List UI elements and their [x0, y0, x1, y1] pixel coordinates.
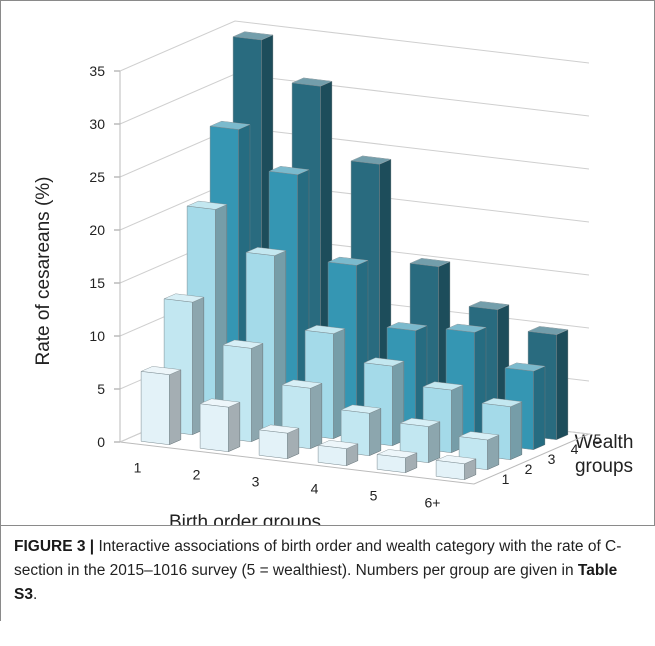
y-axis-title: Rate of cesareans (%): [33, 176, 54, 365]
bar-top-shade: [364, 357, 404, 367]
bar-side-shade: [510, 401, 522, 460]
x-tick-label: 5: [370, 488, 378, 504]
y-tick-label: 30: [89, 116, 105, 132]
bar-top-shade: [505, 362, 545, 372]
z-tick-label: 4: [571, 441, 579, 457]
bar-front: [435, 460, 465, 480]
bar-top-shade: [318, 440, 358, 449]
bar-top-shade: [387, 322, 427, 331]
bar-top-shade: [459, 431, 499, 440]
bar-side-shade: [251, 343, 263, 442]
bar-side-shade: [556, 329, 568, 440]
z-tick-label: 3: [548, 451, 556, 467]
bar-side-shade: [310, 383, 322, 449]
y-tick-label: 35: [89, 63, 105, 79]
bar-top-shade: [528, 326, 568, 335]
caption-text: Interactive associations of birth order …: [14, 538, 622, 579]
bar-front: [140, 371, 170, 445]
bar-top-shade: [341, 404, 381, 414]
bar-side-shade: [169, 369, 181, 445]
y-tick-label: 25: [89, 169, 105, 185]
bar: [458, 431, 500, 471]
bar-side-shade: [428, 421, 440, 463]
bar-top-shade: [282, 379, 322, 389]
grid-line: [119, 20, 590, 72]
bar: [435, 455, 477, 481]
bar-top-shade: [292, 77, 332, 87]
bar-side-shade: [369, 408, 381, 456]
bar-top-shade: [469, 301, 509, 310]
x-tick-label: 2: [193, 467, 201, 483]
y-tick-label: 20: [89, 222, 105, 238]
x-tick-label: 3: [252, 474, 260, 490]
bar-top-shade: [200, 398, 240, 408]
z-tick-label: 2: [525, 461, 533, 477]
bar-top-shade: [141, 366, 181, 375]
z-tick-label: 1: [502, 471, 510, 487]
caption-end: .: [32, 586, 38, 603]
bar: [140, 366, 182, 446]
bar-top-shade: [328, 257, 368, 266]
bar-side-shade: [287, 428, 299, 459]
bar-side-shade: [228, 402, 240, 452]
bar-top-shade: [351, 155, 391, 165]
bar-side-shade: [405, 452, 417, 473]
bar-top-shade: [446, 324, 486, 333]
bar: [317, 440, 359, 467]
caption-label: FIGURE 3 |: [14, 538, 95, 555]
bar-side-shade: [451, 385, 463, 453]
bar-top-shade: [482, 398, 522, 407]
caption-ref: Table S3: [14, 562, 618, 603]
bar-top-shade: [377, 449, 417, 458]
x-tick-label: 4: [311, 481, 319, 497]
grid-line: [119, 73, 590, 125]
bar: [481, 398, 523, 461]
bar-top-shade: [164, 293, 204, 303]
x-tick-label: 6+: [425, 495, 441, 511]
z-tick-label: 5: [594, 431, 602, 447]
caption: FIGURE 3 | Interactive associations of b…: [0, 525, 654, 621]
bar-top-shade: [187, 201, 227, 210]
bar-side-shade: [346, 443, 358, 466]
x-axis-title: Birth order groups: [169, 512, 321, 525]
chart: Rate of cesareans (%) Birth order groups…: [33, 20, 634, 533]
bar-front: [258, 429, 288, 459]
bar-front: [317, 445, 347, 466]
bar-top-shade: [259, 424, 299, 434]
bar-side-shade: [487, 435, 499, 470]
bar-side-shade: [533, 366, 545, 450]
bar-side-shade: [192, 297, 204, 435]
z-axis-title: Wealth groups: [575, 432, 634, 477]
bar: [258, 424, 300, 460]
bar-top-shade: [269, 166, 309, 175]
y-tick-label: 15: [89, 275, 105, 291]
bar-top-shade: [436, 455, 476, 464]
bar-top-shade: [305, 325, 345, 334]
bar-top-shade: [210, 121, 250, 130]
bar-top-shade: [400, 418, 440, 427]
figure-frame: Rate of cesareans (%) Birth order groups…: [0, 0, 655, 533]
x-tick-label: 1: [134, 460, 142, 476]
bar-top-shade: [233, 31, 273, 40]
bar-front: [376, 454, 406, 473]
bar: [376, 449, 418, 474]
bar-top-shade: [246, 247, 286, 256]
bar-top-shade: [223, 340, 263, 349]
bar-front: [199, 403, 229, 452]
y-tick-label: 0: [97, 434, 105, 450]
y-tick-label: 10: [89, 328, 105, 344]
bar-top-shade: [423, 381, 463, 391]
bar: [199, 398, 241, 453]
bar-top-shade: [410, 258, 450, 267]
y-tick-label: 5: [97, 381, 105, 397]
bar-side-shade: [464, 458, 476, 480]
